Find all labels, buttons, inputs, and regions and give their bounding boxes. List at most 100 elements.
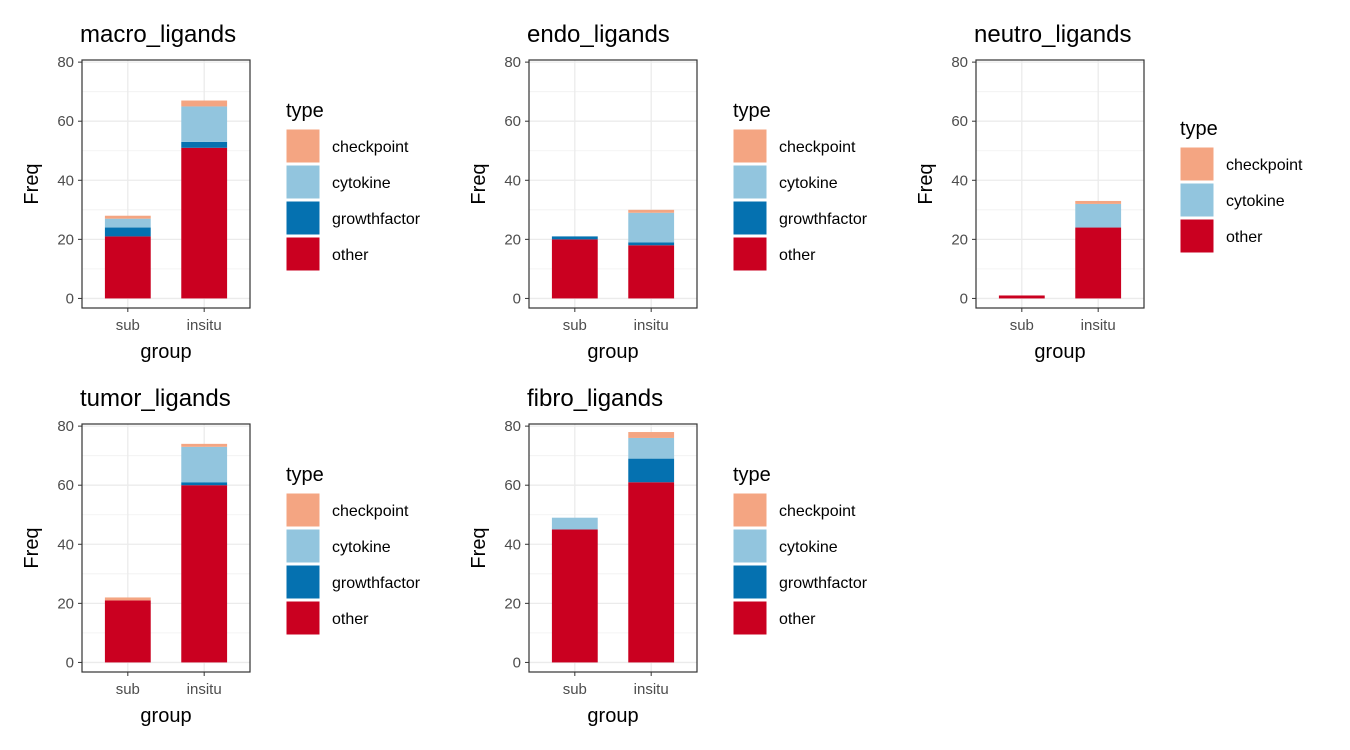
legend-label-growthfactor: growthfactor xyxy=(332,575,421,592)
bar-other-insitu xyxy=(181,147,228,299)
legend-title: type xyxy=(1180,118,1218,140)
bar-cytokine-sub xyxy=(551,517,598,530)
bar-other-sub xyxy=(104,600,151,663)
legend-label-checkpoint: checkpoint xyxy=(332,503,409,520)
bar-cytokine-insitu xyxy=(1075,203,1122,228)
legend-label-other: other xyxy=(779,247,816,264)
legend-label-growthfactor: growthfactor xyxy=(779,211,868,228)
y-tick-label: 0 xyxy=(66,290,74,307)
y-tick-label: 40 xyxy=(504,172,521,189)
bar-cytokine-insitu xyxy=(628,437,675,459)
y-tick-label: 40 xyxy=(504,536,521,553)
y-tick-label: 0 xyxy=(66,654,74,671)
x-axis-title: group xyxy=(587,341,638,363)
bar-growthfactor-sub xyxy=(104,227,151,237)
legend-key-checkpoint xyxy=(285,128,321,164)
bar-other-insitu xyxy=(628,245,675,299)
bar-cytokine-insitu xyxy=(628,212,675,243)
y-tick-label: 20 xyxy=(504,595,521,612)
legend-key-checkpoint xyxy=(732,492,768,528)
bar-other-sub xyxy=(998,295,1045,299)
y-tick-label: 0 xyxy=(513,654,521,671)
legend-label-cytokine: cytokine xyxy=(779,175,838,192)
legend-title: type xyxy=(286,464,324,486)
legend-label-checkpoint: checkpoint xyxy=(1226,157,1303,174)
y-tick-label: 80 xyxy=(504,418,521,435)
y-axis-title: Freq xyxy=(21,163,43,204)
x-axis-title: group xyxy=(140,341,191,363)
y-tick-label: 60 xyxy=(504,113,521,130)
chart-title: endo_ligands xyxy=(527,21,670,48)
legend-label-other: other xyxy=(779,611,816,628)
y-tick-label: 0 xyxy=(513,290,521,307)
y-axis-title: Freq xyxy=(468,163,490,204)
x-tick-label: sub xyxy=(116,681,140,698)
y-tick-label: 20 xyxy=(951,231,968,248)
y-tick-label: 40 xyxy=(57,536,74,553)
bar-growthfactor-insitu xyxy=(181,141,228,148)
y-tick-label: 60 xyxy=(57,477,74,494)
y-tick-label: 60 xyxy=(951,113,968,130)
panel-border xyxy=(81,423,251,673)
bar-growthfactor-insitu xyxy=(628,458,675,483)
bar-growthfactor-sub xyxy=(551,236,598,240)
x-axis-title: group xyxy=(1034,341,1085,363)
y-tick-label: 60 xyxy=(57,113,74,130)
bar-checkpoint-sub xyxy=(104,215,151,219)
chart-title: neutro_ligands xyxy=(974,21,1131,48)
bar-checkpoint-insitu xyxy=(181,100,228,107)
chart-panel-1: 0 20 40 60 80 sub insitu group Freq endo_ligandst… xyxy=(468,21,868,363)
legend-label-cytokine: cytokine xyxy=(779,539,838,556)
bar-other-insitu xyxy=(1075,227,1122,299)
x-axis-title: group xyxy=(140,705,191,727)
bar-cytokine-sub xyxy=(104,218,151,228)
bar-checkpoint-insitu xyxy=(181,443,228,447)
x-tick-label: insitu xyxy=(634,317,669,334)
legend-key-other xyxy=(732,236,768,272)
legend-key-cytokine xyxy=(285,164,321,200)
y-tick-label: 20 xyxy=(57,231,74,248)
legend-key-growthfactor xyxy=(285,564,321,600)
legend-key-other xyxy=(1179,218,1215,254)
bar-cytokine-insitu xyxy=(181,106,228,142)
panel-border xyxy=(528,423,698,673)
legend-key-other xyxy=(285,236,321,272)
x-tick-label: sub xyxy=(116,317,140,334)
x-tick-label: sub xyxy=(563,317,587,334)
y-tick-label: 60 xyxy=(504,477,521,494)
bar-other-insitu xyxy=(628,482,675,663)
chart-panel-0: 0 20 40 60 80 sub insitu group Freq macro_ligands… xyxy=(21,21,421,363)
legend-label-other: other xyxy=(332,611,369,628)
legend-key-cytokine xyxy=(732,528,768,564)
bar-cytokine-insitu xyxy=(181,446,228,483)
y-axis-title: Freq xyxy=(21,527,43,568)
y-tick-label: 20 xyxy=(504,231,521,248)
bar-checkpoint-sub xyxy=(104,597,151,601)
legend-label-checkpoint: checkpoint xyxy=(779,139,856,156)
legend-key-checkpoint xyxy=(285,492,321,528)
chart-title: tumor_ligands xyxy=(80,385,231,412)
chart-panel-2: 0 20 40 60 80 sub insitu group Freq neutro_ligand… xyxy=(915,21,1303,363)
y-tick-label: 40 xyxy=(951,172,968,189)
y-tick-label: 80 xyxy=(504,54,521,71)
bar-other-sub xyxy=(104,236,151,299)
y-tick-label: 80 xyxy=(951,54,968,71)
bar-checkpoint-insitu xyxy=(628,209,675,213)
chart-panel-4: 0 20 40 60 80 sub insitu group Freq fibro_ligands… xyxy=(468,385,868,727)
panel-border xyxy=(81,59,251,309)
legend-label-growthfactor: growthfactor xyxy=(332,211,421,228)
legend-title: type xyxy=(286,100,324,122)
chart-title: macro_ligands xyxy=(80,21,236,48)
bar-growthfactor-insitu xyxy=(628,242,675,246)
y-tick-label: 80 xyxy=(57,54,74,71)
legend-label-growthfactor: growthfactor xyxy=(779,575,868,592)
bar-other-sub xyxy=(551,239,598,299)
bar-checkpoint-insitu xyxy=(1075,200,1122,204)
x-tick-label: sub xyxy=(1010,317,1034,334)
x-tick-label: insitu xyxy=(1081,317,1116,334)
bar-checkpoint-insitu xyxy=(628,432,675,438)
x-tick-label: insitu xyxy=(187,681,222,698)
legend-key-other xyxy=(285,600,321,636)
bar-other-insitu xyxy=(181,485,228,663)
